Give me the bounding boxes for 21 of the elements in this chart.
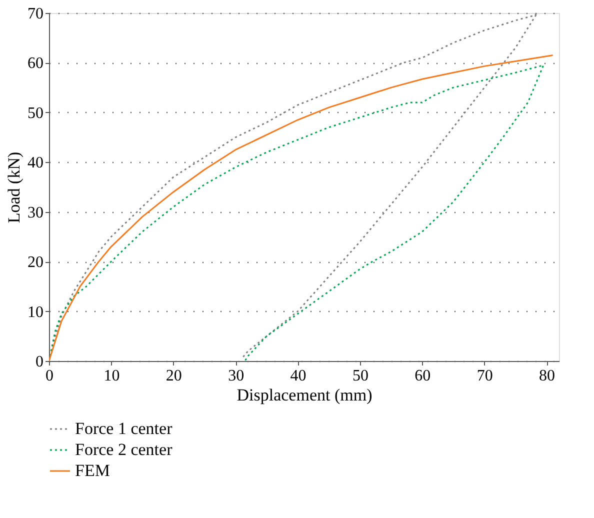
legend-label: Force 2 center [75, 440, 173, 459]
x-tick-label: 40 [290, 368, 306, 384]
x-axis-title: Displacement (mm) [236, 386, 372, 404]
x-tick-label: 60 [414, 368, 431, 384]
x-tick-label: 80 [539, 368, 556, 384]
x-tick-label: 70 [476, 368, 493, 384]
y-tick-label: 60 [28, 55, 44, 72]
y-tick-label: 10 [28, 304, 44, 321]
legend-label: FEM [75, 461, 110, 480]
x-tick-label: 30 [228, 368, 244, 384]
legend-label: Force 1 center [75, 419, 173, 438]
x-tick-label: 20 [166, 368, 182, 384]
y-tick-label: 20 [28, 254, 44, 272]
y-tick-label: 0 [36, 354, 44, 370]
y-axis-title: Load (kN) [4, 152, 24, 224]
y-tick-label: 30 [28, 204, 44, 222]
y-tick-label: 50 [28, 104, 44, 122]
y-tick-label: 70 [28, 6, 44, 22]
x-tick-label: 10 [104, 368, 120, 384]
y-tick-label: 40 [28, 154, 44, 172]
x-tick-label: 50 [352, 368, 368, 384]
